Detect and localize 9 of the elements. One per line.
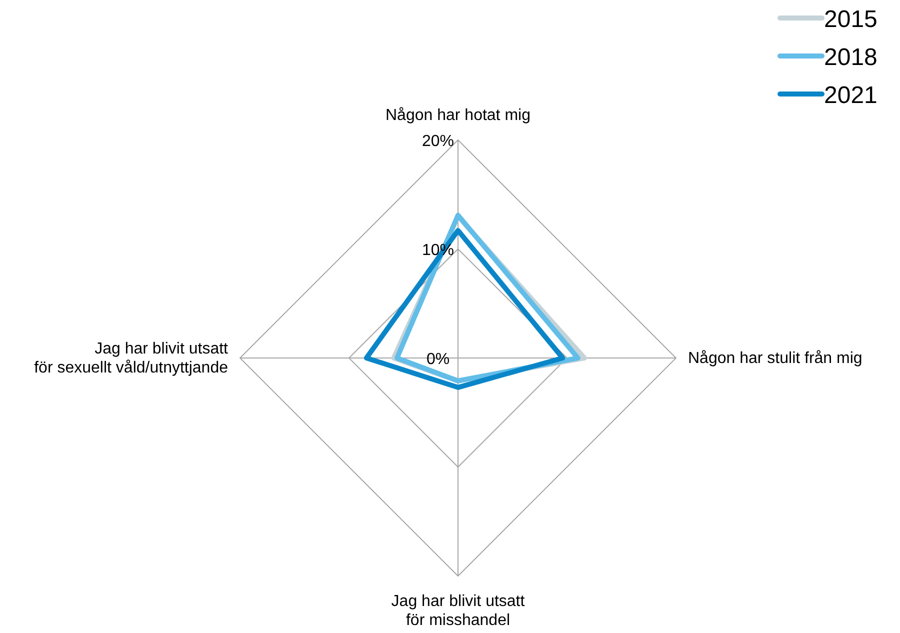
spoke-label: Jag har blivit utsatt för misshandel [391,593,526,629]
y-tick-label: 20% [422,133,454,150]
spoke-label: Någon har stulit från mig [688,350,862,367]
y-tick-label: 0% [426,351,450,368]
legend-label: 2015 [824,6,878,33]
legend-label: 2018 [824,44,878,71]
spoke-label: Någon har hotat mig [386,107,530,124]
spoke-label: Jag har blivit utsatt för sexuellt våld/utnyttjande [34,340,229,376]
legend-label: 2021 [824,82,878,109]
